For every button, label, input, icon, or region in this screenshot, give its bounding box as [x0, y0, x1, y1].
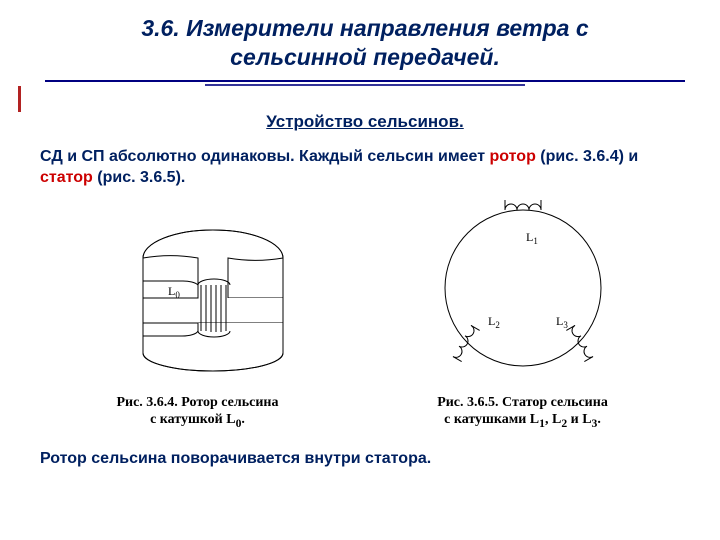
- stator-label-l2: L2: [488, 314, 500, 330]
- figure-stator: L1 L2 L3 Рис. 3.6.5. Статор сельсина с к…: [408, 193, 638, 432]
- title-line-1: 3.6. Измерители направления ветра с: [141, 15, 588, 41]
- para-rotor: ротор: [490, 148, 536, 165]
- stator-label-l3: L3: [556, 314, 568, 330]
- para-t1: СД и СП абсолютно одинаковы. Каждый сель…: [40, 148, 490, 165]
- stator-diagram: L1 L2 L3: [408, 193, 638, 383]
- page-title: 3.6. Измерители направления ветра с сель…: [40, 14, 690, 72]
- subheading: Устройство сельсинов.: [40, 112, 690, 132]
- rotor-diagram: L0: [93, 223, 303, 383]
- rotor-cap-l2: с катушкой L0.: [150, 412, 245, 427]
- para-t2: (рис. 3.6.4) и: [536, 148, 638, 165]
- intro-paragraph: СД и СП абсолютно одинаковы. Каждый сель…: [40, 146, 690, 189]
- figure-rotor: L0 Рис. 3.6.4. Ротор сельсина с катушкой…: [93, 223, 303, 432]
- footer-line: Ротор сельсина поворачивается внутри ста…: [40, 450, 690, 468]
- title-underline: [40, 80, 690, 90]
- figures-row: L0 Рис. 3.6.4. Ротор сельсина с катушкой…: [40, 193, 690, 432]
- rotor-cap-l1: Рис. 3.6.4. Ротор сельсина: [116, 395, 278, 410]
- stator-caption: Рис. 3.6.5. Статор сельсина с катушками …: [408, 394, 638, 432]
- stator-cap-l1: Рис. 3.6.5. Статор сельсина: [437, 395, 608, 410]
- para-t3: (рис. 3.6.5).: [93, 169, 186, 186]
- stator-label-l1: L1: [526, 230, 538, 246]
- rotor-caption: Рис. 3.6.4. Ротор сельсина с катушкой L0…: [93, 394, 303, 432]
- title-line-2: сельсинной передачей.: [230, 44, 500, 70]
- stator-cap-l2: с катушками L1, L2 и L3.: [444, 412, 601, 427]
- accent-bar: [18, 86, 21, 112]
- para-stator: статор: [40, 169, 93, 186]
